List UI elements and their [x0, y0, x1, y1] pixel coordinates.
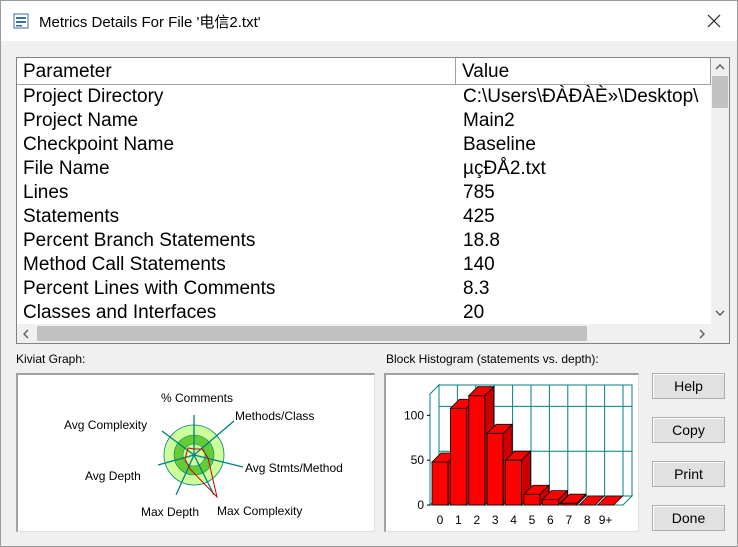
kiviat-label: Kiviat Graph:: [16, 352, 86, 366]
histogram-x-tick-label: 4: [510, 513, 517, 527]
value-cell: 785: [463, 182, 495, 203]
histogram-y-tick-label: 0: [417, 498, 424, 512]
column-header-value[interactable]: Value: [456, 58, 711, 84]
chevron-right-icon: [699, 328, 705, 339]
value-cell: C:\Users\ÐÀÐÀÈ»\Desktop\: [463, 86, 699, 107]
value-cell: Baseline: [463, 134, 536, 155]
parameter-cell: Method Call Statements: [23, 254, 226, 275]
scrollbar-corner: [711, 324, 729, 343]
table-row[interactable]: Lines 785: [17, 181, 711, 205]
table-row[interactable]: Percent Lines with Comments 8.3: [17, 277, 711, 301]
kiviat-axis-avg-complexity: [161, 430, 195, 456]
chevron-down-icon: [715, 309, 725, 316]
parameter-cell: File Name: [23, 158, 110, 179]
value-cell: 20: [463, 302, 485, 323]
kiviat-axis-label-max-complexity: Max Complexity: [217, 504, 302, 518]
chevron-up-icon: [715, 63, 725, 70]
value-cell: 18.8: [463, 230, 500, 251]
kiviat-axis-label-avg-depth: Avg Depth: [85, 469, 141, 483]
kiviat-axis-avg-stmts: [193, 454, 244, 468]
parameter-cell: Project Name: [23, 110, 139, 131]
histogram-panel: 0 50 100 0 1 2 3 4 5 6 7 8 9+: [384, 373, 639, 532]
parameter-cell: Lines: [23, 182, 69, 203]
parameter-cell: Statements: [23, 206, 120, 227]
table-row[interactable]: Checkpoint Name Baseline: [17, 133, 711, 157]
table-header: Parameter Value: [17, 58, 711, 85]
help-button[interactable]: Help: [652, 373, 725, 399]
value-cell: 8.3: [463, 278, 490, 299]
parameter-cell: Percent Branch Statements: [23, 230, 256, 251]
scroll-up-button[interactable]: [711, 58, 729, 75]
scroll-right-button[interactable]: [693, 324, 711, 343]
kiviat-axis-max-complexity: [193, 454, 215, 496]
histogram-bar: [578, 495, 606, 506]
column-header-parameter[interactable]: Parameter: [17, 58, 456, 84]
scroll-down-button[interactable]: [711, 304, 729, 321]
table-body: Project Directory C:\Users\ÐÀÐÀÈ»\Desktop…: [17, 85, 711, 324]
close-button[interactable]: [691, 1, 737, 41]
table-row[interactable]: Project Name Main2: [17, 109, 711, 133]
close-icon: [707, 14, 721, 28]
kiviat-axis-label-comments: % Comments: [161, 391, 233, 405]
histogram-bar: [559, 493, 587, 506]
value-cell: Main2: [463, 110, 515, 131]
copy-button[interactable]: Copy: [652, 417, 725, 443]
histogram-y-tick-label: 50: [411, 453, 425, 467]
vertical-scroll-thumb[interactable]: [712, 76, 728, 108]
histogram-bar: [596, 495, 624, 506]
print-button[interactable]: Print: [652, 461, 725, 487]
histogram-label: Block Histogram (statements vs. depth):: [386, 352, 599, 366]
title-bar: Metrics Details For File '电信2.txt': [1, 1, 737, 41]
histogram-x-tick-label: 2: [473, 513, 480, 527]
histogram-x-tick-label: 6: [547, 513, 554, 527]
kiviat-axis-label-avg-complexity: Avg Complexity: [64, 418, 147, 432]
histogram-x-tick-label: 3: [492, 513, 499, 527]
done-button[interactable]: Done: [652, 505, 725, 531]
histogram-x-tick-label: 0: [437, 513, 444, 527]
kiviat-graph: % Comments Methods/Class Avg Stmts/Metho…: [64, 391, 343, 519]
kiviat-graph-panel: % Comments Methods/Class Avg Stmts/Metho…: [16, 373, 375, 532]
kiviat-axis-avg-depth: [157, 454, 195, 466]
parameter-cell: Classes and Interfaces: [23, 302, 217, 323]
parameter-cell: Checkpoint Name: [23, 134, 175, 155]
horizontal-scrollbar[interactable]: [17, 324, 711, 343]
kiviat-value-polygon: [184, 447, 218, 499]
histogram-bar: [523, 484, 550, 506]
table-row[interactable]: Project Directory C:\Users\ÐÀÐÀÈ»\Desktop…: [17, 85, 711, 109]
kiviat-axis-label-methods-class: Methods/Class: [235, 409, 314, 423]
table-row[interactable]: Classes and Interfaces 20: [17, 301, 711, 324]
histogram-y-tick-label: 100: [404, 408, 424, 422]
histogram-x-tick-label: 1: [455, 513, 462, 527]
metrics-table[interactable]: Parameter Value Project Directory C:\User…: [16, 57, 730, 344]
kiviat-axis-label-max-depth: Max Depth: [141, 505, 199, 519]
app-icon: [13, 13, 29, 29]
parameter-cell: Percent Lines with Comments: [23, 278, 276, 299]
chevron-left-icon: [23, 328, 29, 339]
histogram-x-tick-label: 9+: [599, 513, 613, 527]
horizontal-scroll-thumb[interactable]: [37, 326, 587, 341]
window-title: Metrics Details For File '电信2.txt': [39, 14, 261, 31]
vertical-scrollbar[interactable]: [711, 58, 729, 325]
histogram-x-tick-label: 7: [565, 513, 572, 527]
histogram-x-tick-label: 8: [584, 513, 591, 527]
table-row[interactable]: File Name µçÐÅ2.txt: [17, 157, 711, 181]
table-row[interactable]: Method Call Statements 140: [17, 253, 711, 277]
histogram-bar: [541, 489, 569, 506]
histogram-x-tick-label: 5: [529, 513, 536, 527]
table-row[interactable]: Percent Branch Statements 18.8: [17, 229, 711, 253]
scroll-left-button[interactable]: [17, 324, 35, 343]
kiviat-axis-max-depth: [175, 454, 195, 496]
value-cell: 425: [463, 206, 495, 227]
parameter-cell: Project Directory: [23, 86, 164, 107]
table-row[interactable]: Statements 425: [17, 205, 711, 229]
kiviat-axis-label-avg-stmts: Avg Stmts/Method: [245, 461, 343, 475]
value-cell: 140: [463, 254, 495, 275]
value-cell: µçÐÅ2.txt: [463, 158, 546, 179]
